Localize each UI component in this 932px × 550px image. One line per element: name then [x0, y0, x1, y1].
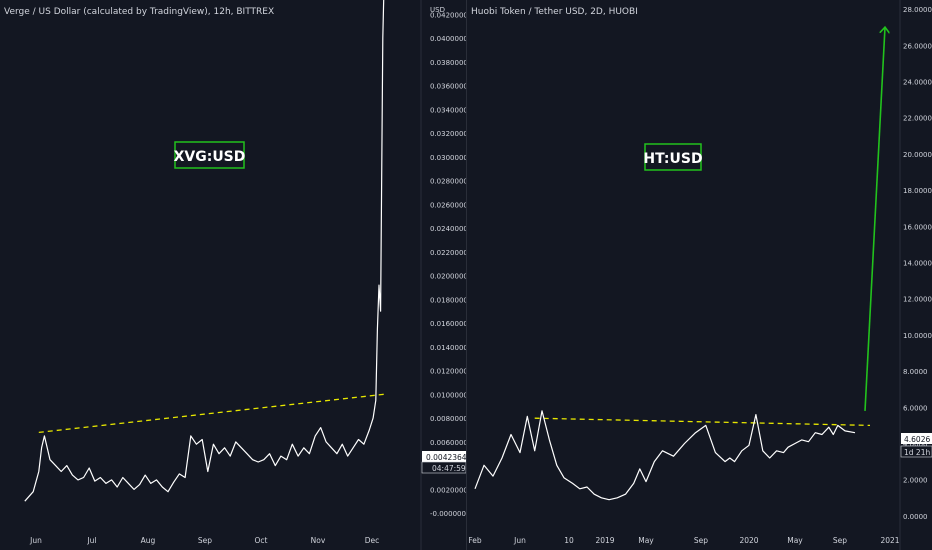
ht-chart-panel: Huobi Token / Tether USD, 2D, HUOBI HT:U… [468, 0, 932, 550]
xvg-y-tick-label: 0.04200000 [430, 11, 466, 19]
xvg-price-axis[interactable]: -0.000000000.002000000.004000000.0060000… [430, 11, 466, 518]
ht-x-tick-label: 2021 [880, 536, 899, 545]
ht-x-tick-label: 2020 [739, 536, 758, 545]
ht-plot-area [474, 27, 885, 501]
ht-price-line [474, 410, 856, 501]
xvg-axis-unit: USD [430, 6, 445, 14]
xvg-x-tick-label: Oct [255, 536, 268, 545]
ht-chart-title: Huobi Token / Tether USD, 2D, HUOBI [471, 7, 638, 17]
ht-x-tick-label: Sep [833, 536, 847, 545]
ht-x-tick-label: May [787, 536, 803, 545]
xvg-x-tick-label: Jul [86, 536, 96, 545]
xvg-label-text: XVG:USD [174, 149, 246, 165]
ht-x-tick-label: Feb [468, 536, 482, 545]
ht-y-tick-label: 18.0000 [903, 187, 932, 195]
ht-x-tick-label: 10 [564, 536, 574, 545]
ht-label-box: HT:USD [643, 143, 703, 171]
ht-y-tick-label: 10.0000 [903, 332, 932, 340]
xvg-trendline [38, 393, 384, 434]
ht-y-tick-label: 20.0000 [903, 151, 932, 159]
xvg-plot-area [24, 0, 385, 502]
ht-y-tick-label: 26.0000 [903, 42, 932, 50]
ht-last-price-label: 4.6026 [904, 435, 930, 444]
xvg-chart-panel: Verge / US Dollar (calculated by Trading… [4, 0, 466, 550]
xvg-x-tick-label: Sep [198, 536, 212, 545]
ht-y-tick-label: 4.0000 [903, 441, 928, 449]
ht-y-tick-label: 8.0000 [903, 368, 928, 376]
xvg-x-tick-label: Dec [365, 536, 380, 545]
ht-projection-arrow [864, 27, 885, 411]
ht-y-tick-label: 16.0000 [903, 223, 932, 231]
ht-label-text: HT:USD [643, 151, 702, 167]
ht-last-price-tag: 4.6026 1d 21h [900, 433, 932, 458]
ht-trendline [534, 417, 871, 427]
ht-y-tick-label: 24.0000 [903, 78, 932, 86]
ht-y-tick-label: 22.0000 [903, 115, 932, 123]
ht-y-tick-label: 0.0000 [903, 513, 928, 521]
ht-x-tick-label: Jun [513, 536, 526, 545]
ht-x-tick-label: Sep [694, 536, 708, 545]
ht-y-tick-label: 14.0000 [903, 260, 932, 268]
ht-y-tick-label: 12.0000 [903, 296, 932, 304]
xvg-chart-title: Verge / US Dollar (calculated by Trading… [4, 7, 274, 17]
xvg-last-price-tag: 0.00423642 04:47:59 [421, 451, 466, 474]
xvg-x-tick-label: Nov [311, 536, 326, 545]
xvg-price-line [24, 0, 385, 502]
ht-y-tick-label: 28.0000 [903, 6, 932, 14]
ht-y-tick-label: 2.0000 [903, 477, 928, 485]
xvg-y-tick-label: -0.00000000 [430, 510, 466, 518]
xvg-x-tick-label: Aug [141, 536, 156, 545]
xvg-last-price-label: 0.00423642 [426, 453, 466, 462]
ht-time-axis[interactable]: Feb Jun 10 2019 May Sep 2020 May Sep 2021 [468, 536, 899, 545]
ht-x-tick-label: May [638, 536, 654, 545]
panel-divider[interactable] [466, 0, 467, 550]
xvg-time-axis[interactable]: Jun Jul Aug Sep Oct Nov Dec [29, 536, 379, 545]
xvg-x-tick-label: Jun [29, 536, 42, 545]
ht-countdown-label: 1d 21h [904, 448, 930, 457]
ht-price-axis[interactable]: 0.0000 2.0000 4.0000 6.0000 8.0000 10.0000 12.… [903, 6, 932, 521]
ht-y-tick-label: 6.0000 [903, 404, 928, 412]
ht-x-tick-label: 2019 [595, 536, 614, 545]
xvg-label-box: XVG:USD [174, 141, 246, 169]
xvg-countdown-label: 04:47:59 [432, 464, 466, 473]
